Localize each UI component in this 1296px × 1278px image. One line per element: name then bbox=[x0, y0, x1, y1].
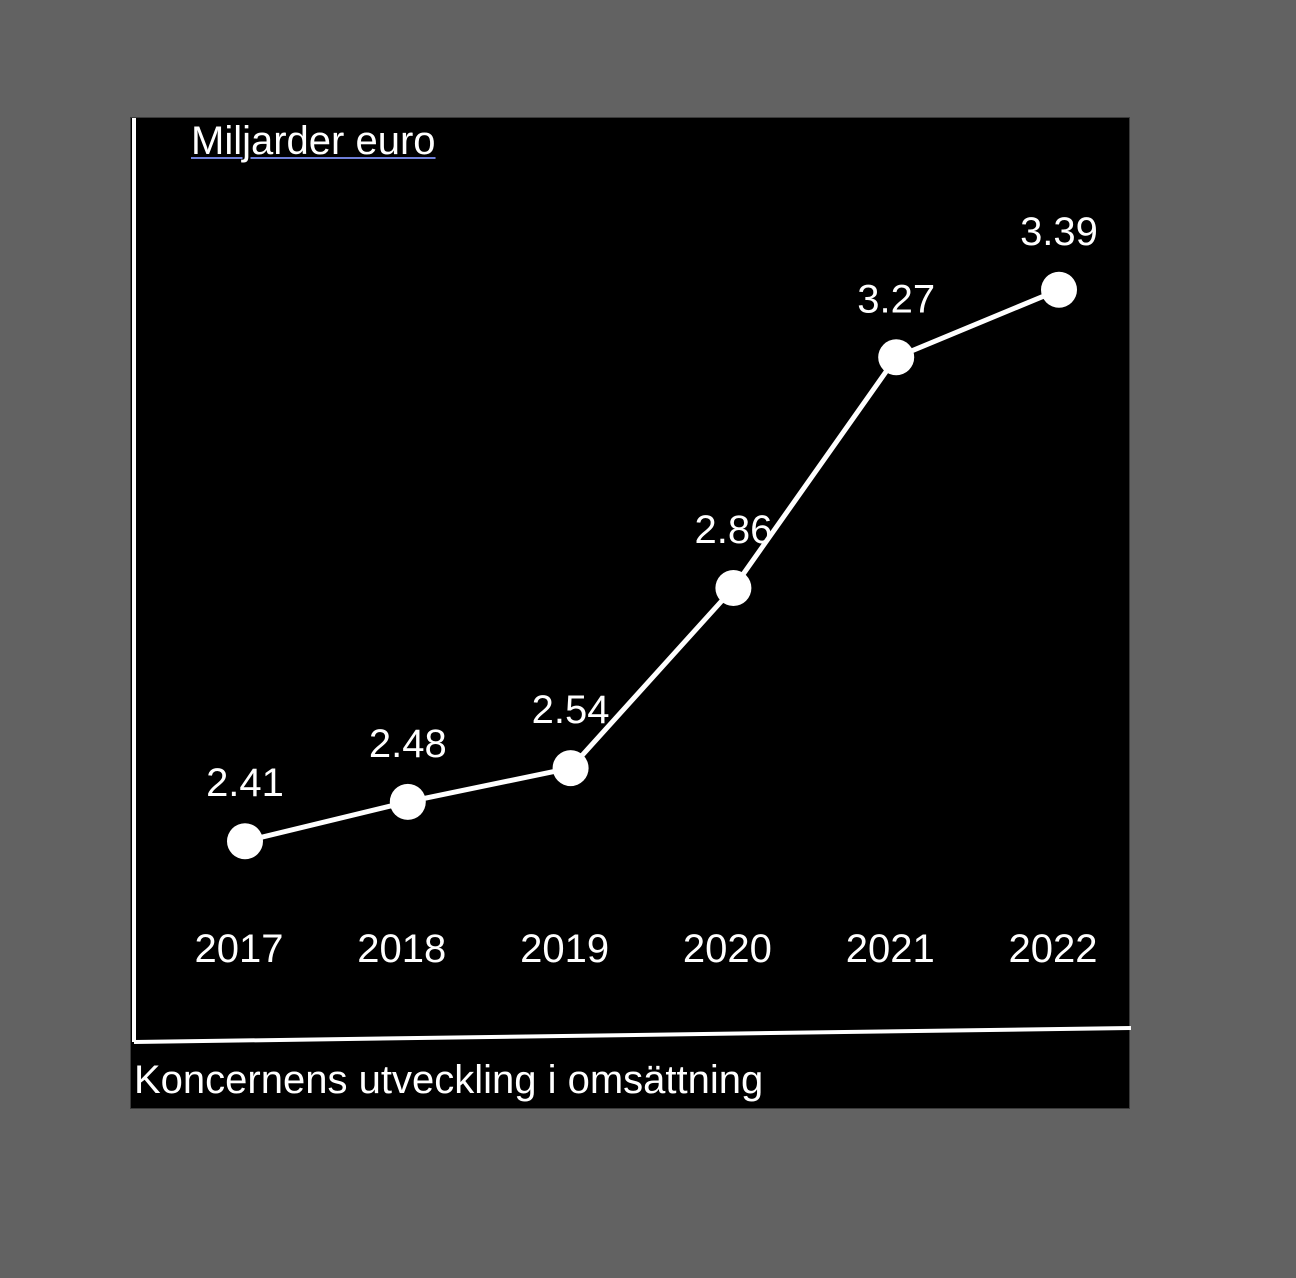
chart-figure: Miljarder euro 2.41 2.48 2.54 2.86 3.27 3.39 … bbox=[130, 117, 1131, 1109]
value-label-2017: 2.41 bbox=[206, 761, 284, 805]
value-label-2018: 2.48 bbox=[369, 722, 447, 766]
x-tick-label-2017: 2017 bbox=[195, 927, 284, 971]
data-point-2018 bbox=[389, 783, 426, 820]
bottom-divider-line bbox=[133, 1026, 1131, 1044]
data-point-2017 bbox=[227, 823, 263, 860]
value-label-2021: 3.27 bbox=[857, 277, 935, 321]
x-tick-label-2018: 2018 bbox=[357, 927, 446, 971]
series-line bbox=[244, 287, 1060, 844]
value-labels-group: 2.41 2.48 2.54 2.86 3.27 3.39 bbox=[206, 210, 1098, 805]
data-point-2020 bbox=[715, 570, 752, 607]
unit-label: Miljarder euro bbox=[191, 119, 436, 163]
markers-group bbox=[227, 271, 1077, 860]
x-tick-label-2022: 2022 bbox=[1009, 927, 1098, 971]
x-tick-label-2019: 2019 bbox=[520, 927, 609, 971]
value-label-2020: 2.86 bbox=[694, 508, 772, 552]
x-tick-label-2021: 2021 bbox=[846, 927, 935, 971]
data-point-2019 bbox=[552, 750, 589, 787]
data-point-2022 bbox=[1041, 271, 1077, 308]
value-label-2019: 2.54 bbox=[532, 688, 610, 732]
value-label-2022: 3.39 bbox=[1020, 210, 1098, 254]
chart-caption: Koncernens utveckling i omsättning bbox=[134, 1058, 764, 1102]
line-chart: 2.41 2.48 2.54 2.86 3.27 3.39 2017 2018 2019 202… bbox=[132, 118, 1131, 1044]
data-point-2021 bbox=[878, 339, 915, 376]
x-tick-label-2020: 2020 bbox=[683, 927, 772, 971]
x-tick-labels-group: 2017 2018 2019 2020 2021 2022 bbox=[195, 927, 1098, 971]
